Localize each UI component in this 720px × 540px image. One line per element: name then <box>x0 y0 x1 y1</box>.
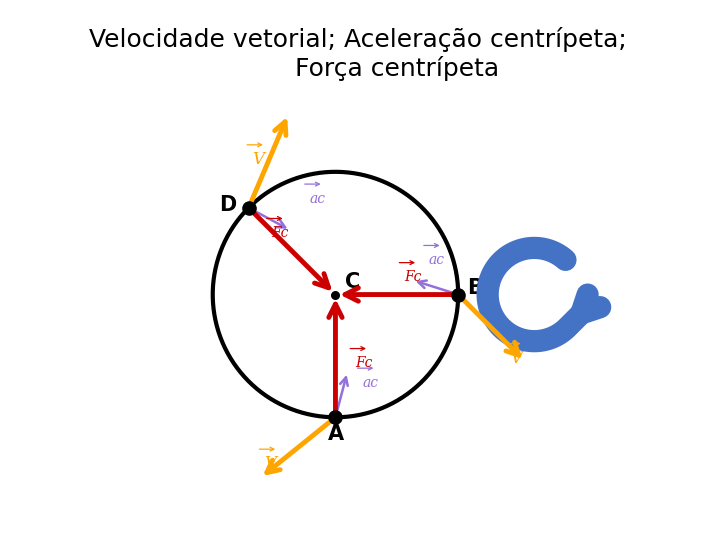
Point <box>330 413 341 422</box>
Point <box>243 204 254 212</box>
Text: V: V <box>264 455 276 472</box>
Text: ac: ac <box>362 376 379 390</box>
Text: Fc: Fc <box>404 271 421 285</box>
Point <box>452 290 464 299</box>
Text: B: B <box>467 279 483 299</box>
Text: V: V <box>510 350 522 367</box>
Text: ac: ac <box>310 192 325 206</box>
Text: D: D <box>219 195 236 215</box>
Text: Fc: Fc <box>271 226 289 240</box>
Text: V: V <box>252 151 264 168</box>
Text: ac: ac <box>428 253 445 267</box>
Text: C: C <box>345 272 360 292</box>
Text: Fc: Fc <box>355 356 372 370</box>
Text: A: A <box>328 424 343 444</box>
Text: Velocidade vetorial; Aceleração centrípeta;
          Força centrípeta: Velocidade vetorial; Aceleração centrípe… <box>89 27 626 81</box>
Point <box>330 290 341 299</box>
